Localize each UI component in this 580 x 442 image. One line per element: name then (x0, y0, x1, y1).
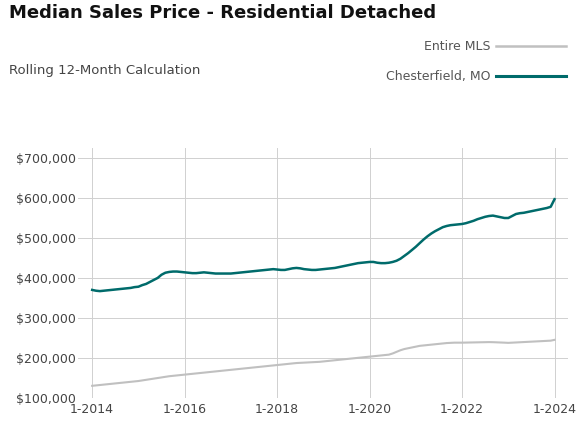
Text: Entire MLS: Entire MLS (423, 40, 490, 53)
Text: Median Sales Price - Residential Detached: Median Sales Price - Residential Detache… (9, 4, 436, 23)
Text: Chesterfield, MO: Chesterfield, MO (386, 69, 490, 83)
Text: Rolling 12-Month Calculation: Rolling 12-Month Calculation (9, 64, 200, 77)
